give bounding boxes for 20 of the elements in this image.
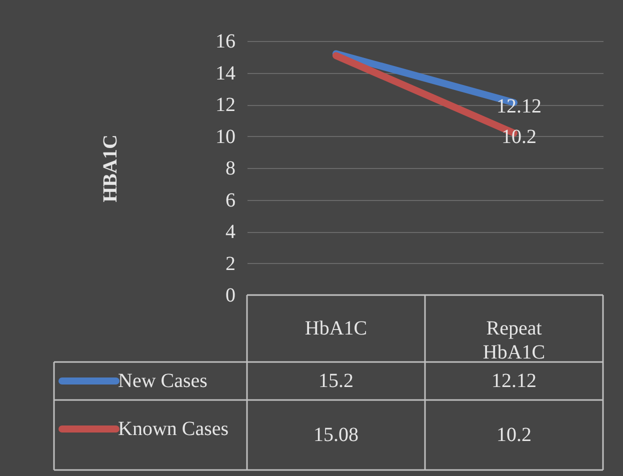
data-label: 10.2 <box>496 424 532 446</box>
y-tick-label: 8 <box>226 158 236 180</box>
y-tick-label: 4 <box>226 221 236 243</box>
data-label: 15.08 <box>314 424 358 446</box>
x-tick-label: HbA1C <box>304 318 368 340</box>
y-axis-title: HBA1C <box>100 134 122 202</box>
y-tick-label: 2 <box>226 252 236 275</box>
legend-label: Known Cases <box>118 418 229 440</box>
annotation: 10.2 <box>502 126 536 148</box>
data-label: 12.12 <box>492 370 536 392</box>
y-tick-label: 14 <box>216 62 236 84</box>
legend-label: New Cases <box>118 370 208 392</box>
y-tick-label: 10 <box>216 126 236 148</box>
x-tick-label: Repeat HbA1C <box>482 318 546 364</box>
y-tick-label: 12 <box>216 94 236 116</box>
y-tick-label: 16 <box>216 30 236 52</box>
y-tick-label: 6 <box>226 189 236 212</box>
y-tick-label: 0 <box>226 284 236 306</box>
data-label: 15.2 <box>318 370 354 392</box>
annotation: 12.12 <box>496 96 542 118</box>
